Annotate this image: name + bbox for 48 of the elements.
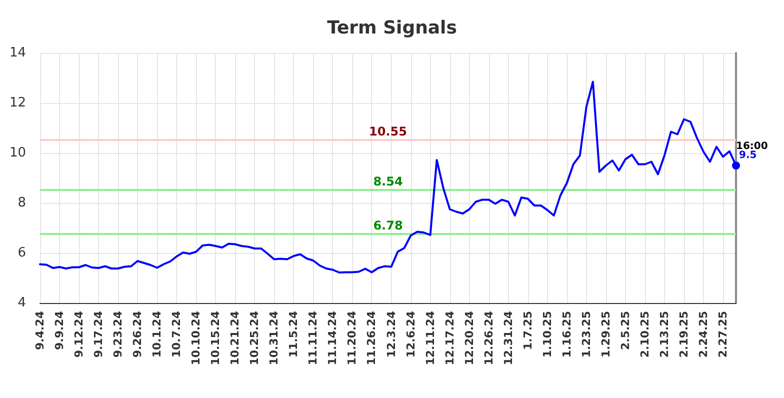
x-tick-label: 9.26.24 [131, 310, 144, 358]
x-tick-label: 12.6.24 [404, 310, 418, 358]
ref-line-label: 6.78 [373, 218, 403, 232]
x-tick-label: 1.16.25 [560, 311, 574, 358]
x-tick-label: 1.10.25 [540, 311, 554, 358]
data-label: 9.5 [739, 150, 757, 161]
y-tick-label: 8 [18, 196, 26, 210]
x-tick-label: 2.10.25 [638, 311, 652, 358]
x-tick-label: 11.5.24 [287, 310, 300, 358]
x-tick-label: 2.5.25 [618, 311, 632, 350]
x-tick-label: 12.17.24 [443, 310, 456, 366]
x-tick-label: 11.11.24 [306, 310, 320, 366]
x-tick-label: 11.26.24 [365, 310, 378, 366]
x-tick-label: 10.31.24 [268, 310, 281, 366]
x-tick-label: 2.24.25 [696, 311, 710, 358]
x-tick-label: 10.1.24 [150, 310, 164, 358]
x-tick-label: 9.12.24 [72, 310, 86, 358]
x-tick-label: 9.23.24 [112, 310, 125, 358]
ref-line-label: 8.54 [373, 174, 403, 188]
x-tick-label: 12.11.24 [424, 310, 437, 366]
x-tick-label: 2.19.25 [677, 311, 690, 358]
x-tick-label: 12.31.24 [502, 310, 515, 366]
x-tick-label: 9.9.24 [53, 310, 66, 350]
x-tick-label: 1.29.25 [599, 311, 612, 358]
y-tick-label: 10 [9, 146, 26, 160]
y-tick-label: 12 [9, 96, 26, 110]
x-tick-label: 9.4.24 [34, 310, 46, 350]
x-tick-label: 12.20.24 [462, 310, 476, 366]
x-tick-label: 12.3.24 [384, 310, 398, 358]
x-tick-label: 1.23.25 [580, 311, 593, 358]
x-tick-label: 12.26.24 [482, 310, 496, 366]
y-tick-label: 6 [18, 246, 26, 260]
x-tick-label: 10.15.24 [209, 310, 222, 366]
chart-title: Term Signals [327, 18, 457, 38]
x-tick-label: 10.10.24 [190, 310, 203, 366]
x-tick-label: 9.17.24 [92, 310, 106, 358]
x-tick-label: 10.7.24 [170, 310, 184, 358]
x-tick-label: 2.13.25 [658, 311, 671, 358]
x-tick-label: 2.27.25 [716, 311, 730, 358]
x-tick-label: 11.20.24 [346, 310, 359, 366]
x-tick-label: 1.7.25 [521, 311, 534, 350]
x-tick-label: 11.14.24 [326, 310, 340, 366]
annotation: 16:00 [736, 141, 768, 152]
y-tick-label: 4 [18, 296, 26, 310]
x-tick-label: 10.25.24 [248, 310, 262, 366]
x-tick-label: 10.21.24 [228, 310, 242, 366]
ref-line-label: 10.55 [369, 124, 407, 138]
y-tick-label: 14 [9, 46, 26, 60]
